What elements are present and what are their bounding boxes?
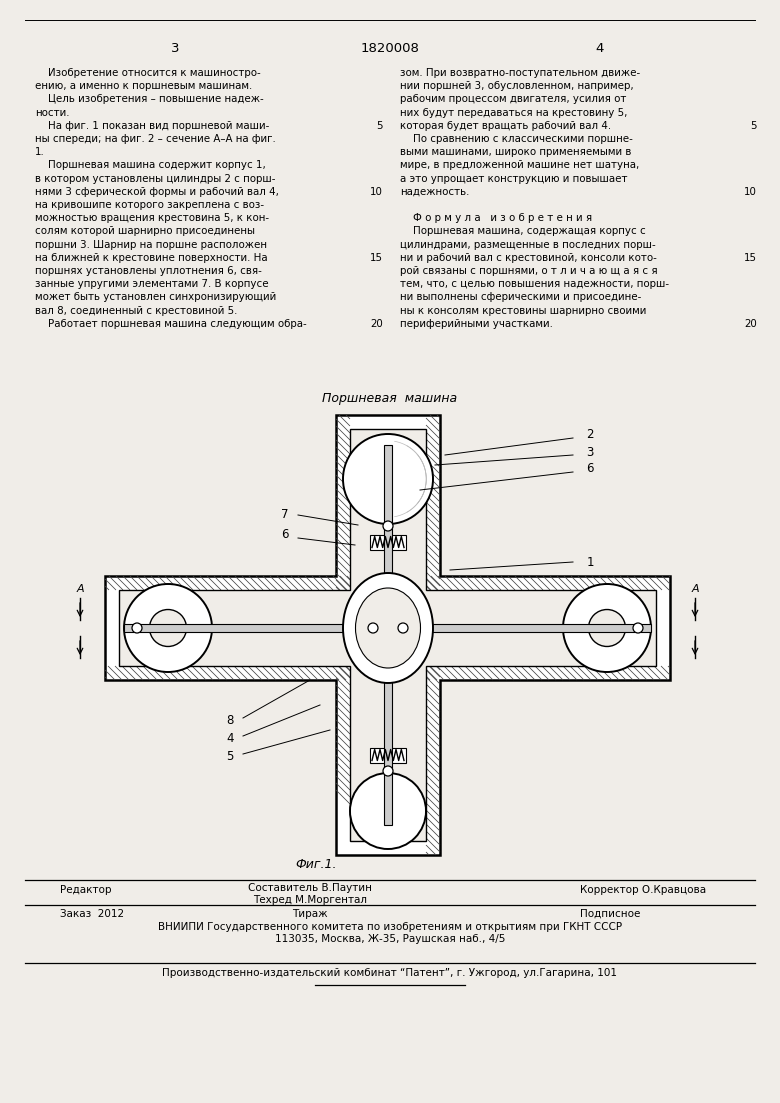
- Text: а это упрощает конструкцию и повышает: а это упрощает конструкцию и повышает: [400, 173, 627, 183]
- Text: зом. При возвратно-поступательном движе-: зом. При возвратно-поступательном движе-: [400, 68, 640, 78]
- Text: 113035, Москва, Ж-35, Раушская наб., 4/5: 113035, Москва, Ж-35, Раушская наб., 4/5: [275, 934, 505, 944]
- Text: может быть установлен синхронизирующий: может быть установлен синхронизирующий: [35, 292, 276, 302]
- Text: ны спереди; на фиг. 2 – сечение А–А на фиг.: ны спереди; на фиг. 2 – сечение А–А на ф…: [35, 133, 276, 144]
- Text: нии поршней 3, обусловленном, например,: нии поршней 3, обусловленном, например,: [400, 82, 633, 92]
- Text: Работает поршневая машина следующим обра-: Работает поршневая машина следующим обра…: [35, 319, 307, 329]
- Text: цилиндрами, размещенные в последних порш-: цилиндрами, размещенные в последних порш…: [400, 239, 656, 249]
- Text: занные упругими элементами 7. В корпусе: занные упругими элементами 7. В корпусе: [35, 279, 268, 289]
- Circle shape: [398, 623, 408, 633]
- Text: По сравнению с классическими поршне-: По сравнению с классическими поршне-: [400, 133, 633, 144]
- Text: мире, в предложенной машине нет шатуна,: мире, в предложенной машине нет шатуна,: [400, 160, 640, 170]
- Text: 5: 5: [226, 750, 234, 762]
- Text: 5: 5: [377, 121, 383, 131]
- Circle shape: [124, 583, 212, 672]
- Text: 6: 6: [587, 462, 594, 475]
- Text: ны к консолям крестовины шарнирно своими: ны к консолям крестовины шарнирно своими: [400, 306, 647, 315]
- Text: поршнях установлены уплотнения 6, свя-: поршнях установлены уплотнения 6, свя-: [35, 266, 262, 276]
- Text: на ближней к крестовине поверхности. На: на ближней к крестовине поверхности. На: [35, 253, 268, 263]
- Text: Ф о р м у л а   и з о б р е т е н и я: Ф о р м у л а и з о б р е т е н и я: [400, 213, 592, 223]
- Text: Поршневая машина содержит корпус 1,: Поршневая машина содержит корпус 1,: [35, 160, 266, 170]
- Text: На фиг. 1 показан вид поршневой маши-: На фиг. 1 показан вид поршневой маши-: [35, 121, 269, 131]
- Text: Составитель В.Паутин: Составитель В.Паутин: [248, 884, 372, 893]
- Ellipse shape: [343, 572, 433, 683]
- Circle shape: [563, 583, 651, 672]
- Text: вал 8, соединенный с крестовиной 5.: вал 8, соединенный с крестовиной 5.: [35, 306, 237, 315]
- Text: ению, а именно к поршневым машинам.: ению, а именно к поршневым машинам.: [35, 82, 252, 92]
- Text: 20: 20: [744, 319, 757, 329]
- Text: ности.: ности.: [35, 108, 69, 118]
- Text: 10: 10: [744, 186, 757, 196]
- Bar: [124, 624, 651, 632]
- Polygon shape: [119, 429, 656, 840]
- Text: 5: 5: [750, 121, 757, 131]
- Text: Поршневая машина, содержащая корпус с: Поршневая машина, содержащая корпус с: [400, 226, 646, 236]
- Text: в котором установлены цилиндры 2 с порш-: в котором установлены цилиндры 2 с порш-: [35, 173, 275, 183]
- Text: 1820008: 1820008: [360, 42, 420, 54]
- Circle shape: [350, 773, 426, 849]
- Text: 15: 15: [744, 253, 757, 263]
- Text: А: А: [76, 583, 83, 595]
- Text: можностью вращения крестовина 5, к кон-: можностью вращения крестовина 5, к кон-: [35, 213, 269, 223]
- Text: 1.: 1.: [35, 147, 44, 158]
- Circle shape: [383, 521, 393, 531]
- Text: поршни 3. Шарнир на поршне расположен: поршни 3. Шарнир на поршне расположен: [35, 239, 267, 249]
- Text: выми машинами, широко применяемыми в: выми машинами, широко применяемыми в: [400, 147, 631, 158]
- Circle shape: [150, 610, 186, 646]
- Text: ни выполнены сферическими и присоедине-: ни выполнены сферическими и присоедине-: [400, 292, 641, 302]
- Bar: [384, 445, 392, 825]
- Text: нями 3 сферической формы и рабочий вал 4,: нями 3 сферической формы и рабочий вал 4…: [35, 186, 279, 196]
- Text: них будут передаваться на крестовину 5,: них будут передаваться на крестовину 5,: [400, 108, 627, 118]
- Circle shape: [343, 433, 433, 524]
- Circle shape: [633, 623, 643, 633]
- Text: ВНИИПИ Государственного комитета по изобретениям и открытиям при ГКНТ СССР: ВНИИПИ Государственного комитета по изоб…: [158, 922, 622, 932]
- Text: Изобретение относится к машиностро-: Изобретение относится к машиностро-: [35, 68, 261, 78]
- Text: 3: 3: [587, 446, 594, 459]
- Text: 6: 6: [282, 528, 289, 542]
- Text: 10: 10: [370, 186, 383, 196]
- Text: солям которой шарнирно присоединены: солям которой шарнирно присоединены: [35, 226, 255, 236]
- Text: 4: 4: [226, 731, 234, 745]
- Text: надежность.: надежность.: [400, 186, 470, 196]
- Text: Тираж: Тираж: [292, 909, 328, 919]
- Text: тем, что, с целью повышения надежности, порш-: тем, что, с целью повышения надежности, …: [400, 279, 669, 289]
- Text: 4: 4: [596, 42, 604, 54]
- Circle shape: [132, 623, 142, 633]
- Circle shape: [368, 623, 378, 633]
- Text: которая будет вращать рабочий вал 4.: которая будет вращать рабочий вал 4.: [400, 121, 611, 131]
- Text: 2: 2: [587, 428, 594, 441]
- Bar: [370, 748, 406, 762]
- Polygon shape: [105, 415, 670, 855]
- Text: Корректор О.Кравцова: Корректор О.Кравцова: [580, 885, 706, 895]
- Text: ни и рабочий вал с крестовиной, консоли кото-: ни и рабочий вал с крестовиной, консоли …: [400, 253, 657, 263]
- Bar: [370, 535, 406, 549]
- Text: 8: 8: [226, 714, 234, 727]
- Text: Заказ  2012: Заказ 2012: [60, 909, 124, 919]
- Text: 3: 3: [171, 42, 179, 54]
- Text: Поршневая  машина: Поршневая машина: [322, 392, 458, 405]
- Text: Производственно-издательский комбинат “Патент”, г. Ужгород, ул.Гагарина, 101: Производственно-издательский комбинат “П…: [162, 968, 618, 978]
- Text: рой связаны с поршнями, о т л и ч а ю щ а я с я: рой связаны с поршнями, о т л и ч а ю щ …: [400, 266, 658, 276]
- Text: 1: 1: [587, 556, 594, 568]
- Circle shape: [589, 610, 626, 646]
- Ellipse shape: [356, 588, 420, 668]
- Text: Техред М.Моргентал: Техред М.Моргентал: [253, 895, 367, 904]
- Text: рабочим процессом двигателя, усилия от: рабочим процессом двигателя, усилия от: [400, 95, 626, 105]
- Text: Подписное: Подписное: [580, 909, 640, 919]
- Text: 20: 20: [370, 319, 383, 329]
- Text: Редактор: Редактор: [60, 885, 112, 895]
- Circle shape: [383, 765, 393, 777]
- Text: периферийными участками.: периферийными участками.: [400, 319, 553, 329]
- Text: на кривошипе которого закреплена с воз-: на кривошипе которого закреплена с воз-: [35, 200, 264, 210]
- Text: 7: 7: [282, 508, 289, 522]
- Text: А: А: [691, 583, 699, 595]
- Text: Фиг.1.: Фиг.1.: [295, 858, 336, 871]
- Text: 15: 15: [370, 253, 383, 263]
- Text: Цель изобретения – повышение надеж-: Цель изобретения – повышение надеж-: [35, 95, 264, 105]
